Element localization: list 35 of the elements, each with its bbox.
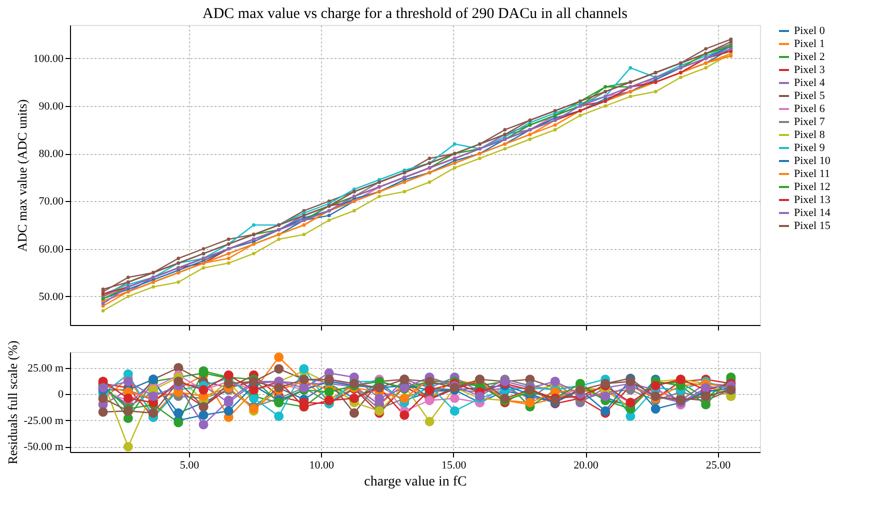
- legend-label: Pixel 10: [794, 155, 831, 167]
- y-tick-label: -25.00 m: [24, 414, 64, 427]
- y-tick-label: 80.00: [38, 148, 64, 160]
- y-tick-label: -50.00 m: [24, 441, 64, 454]
- chart-title: ADC max value vs charge for a threshold of 290 DACu in all channels: [202, 6, 628, 22]
- legend-label: Pixel 12: [794, 181, 830, 193]
- y-tick-label: 100.00: [33, 52, 64, 65]
- legend-label: Pixel 5: [794, 90, 826, 102]
- y-tick-label: 60.00: [38, 243, 64, 256]
- x-tick-label: 10.00: [309, 460, 335, 472]
- y-tick-label: 70.00: [38, 196, 64, 208]
- y-axis-title: ADC max value (ADC units): [14, 99, 30, 252]
- legend-label: Pixel 2: [794, 51, 825, 63]
- y-tick-label: 50.00: [38, 290, 64, 303]
- x-axis-title: charge value in fC: [364, 474, 467, 490]
- legend-label: Pixel 0: [794, 25, 826, 37]
- y-tick-label: 0: [58, 388, 64, 401]
- y-tick-label: 25.00 m: [27, 362, 64, 374]
- x-tick-label: 5.00: [180, 460, 200, 472]
- legend-label: Pixel 1: [794, 38, 825, 50]
- legend-label: Pixel 8: [794, 129, 826, 141]
- x-tick-label: 25.00: [706, 460, 732, 472]
- y-axis-title: Residuals full scale (%): [4, 340, 20, 464]
- legend-label: Pixel 9: [794, 142, 826, 154]
- y-tick-label: 90.00: [38, 100, 64, 112]
- legend-label: Pixel 3: [794, 64, 826, 76]
- legend-label: Pixel 13: [794, 194, 831, 206]
- x-tick-label: 15.00: [441, 460, 467, 472]
- legend-label: Pixel 11: [794, 168, 830, 180]
- legend-label: Pixel 14: [794, 207, 831, 219]
- legend-label: Pixel 15: [794, 220, 831, 232]
- legend-label: Pixel 6: [794, 103, 826, 115]
- x-tick-label: 20.00: [574, 460, 599, 472]
- legend-label: Pixel 7: [794, 116, 826, 128]
- legend-label: Pixel 4: [794, 77, 826, 89]
